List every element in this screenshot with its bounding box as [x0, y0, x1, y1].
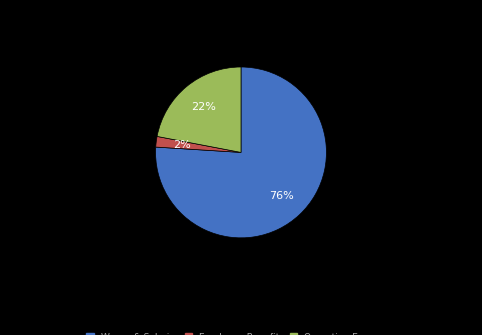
- Wedge shape: [156, 67, 326, 238]
- Text: 76%: 76%: [269, 191, 294, 201]
- Text: 22%: 22%: [191, 102, 215, 112]
- Wedge shape: [156, 136, 241, 152]
- Text: 2%: 2%: [174, 140, 191, 150]
- Legend: Wages & Salaries, Employee Benefits, Operating Expenses: Wages & Salaries, Employee Benefits, Ope…: [86, 333, 396, 335]
- Wedge shape: [157, 67, 241, 152]
